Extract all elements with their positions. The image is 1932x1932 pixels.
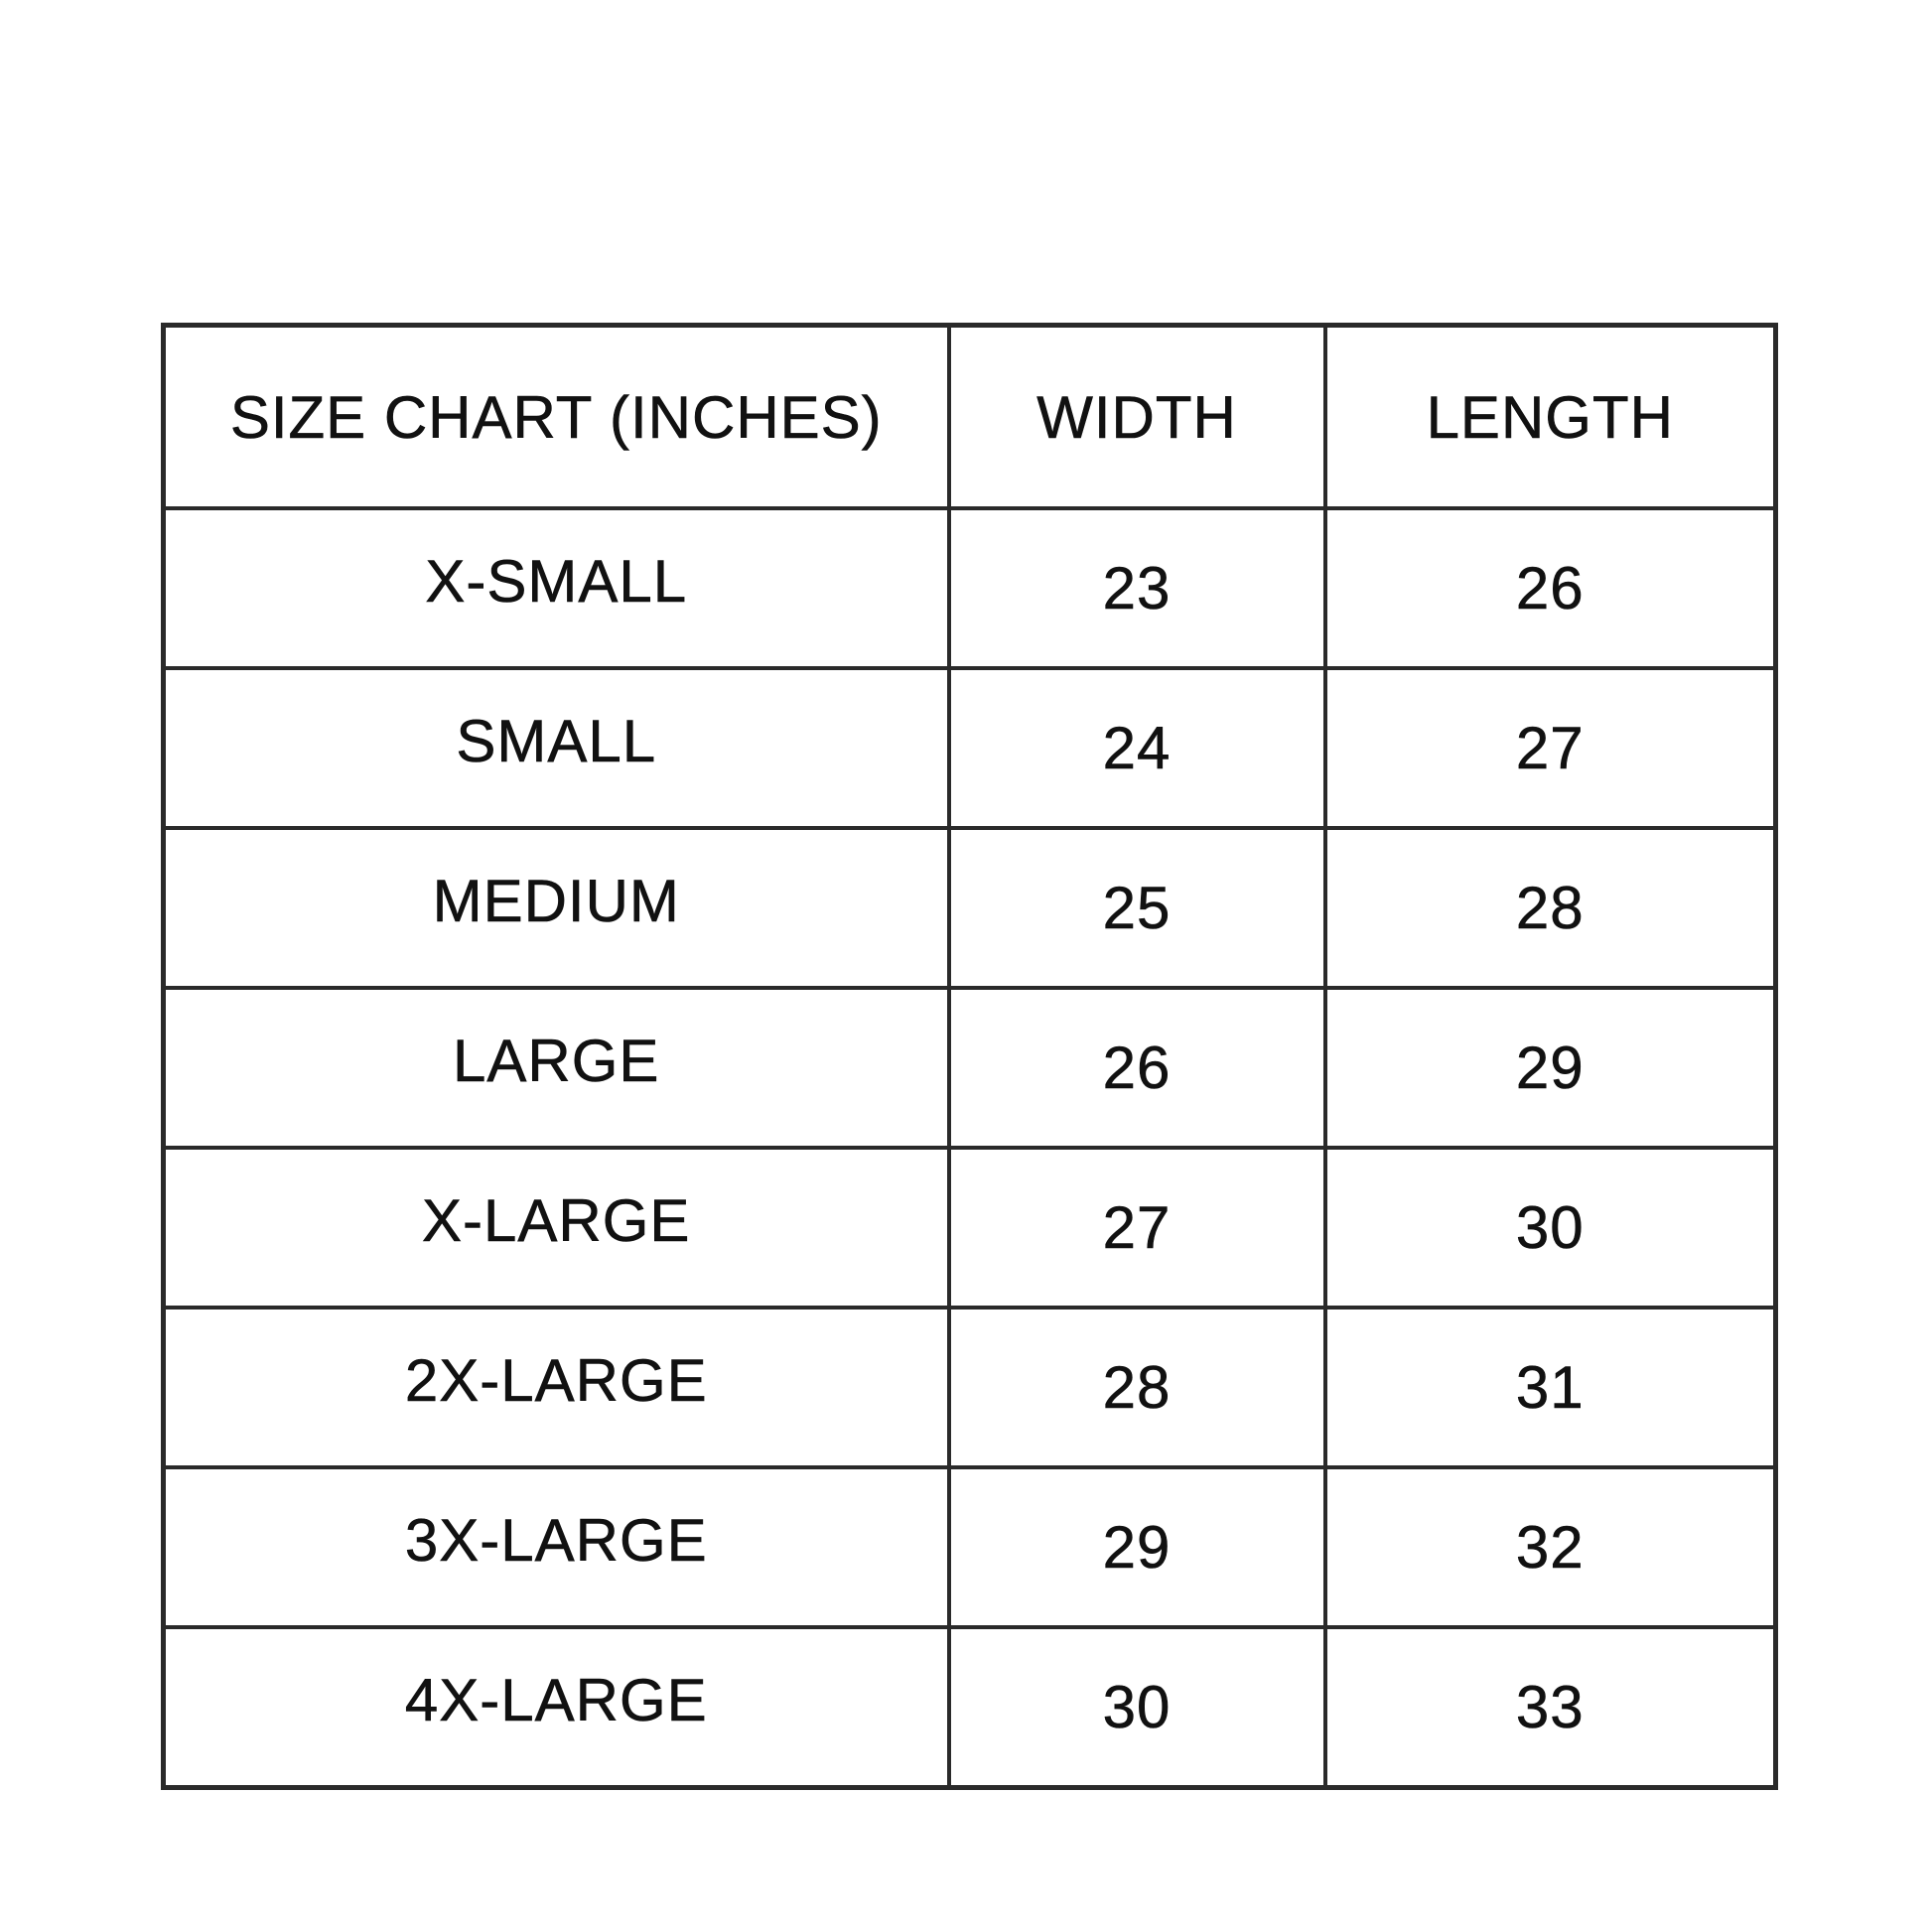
size-cell: X-LARGE — [161, 1146, 951, 1310]
width-cell: 30 — [946, 1625, 1327, 1790]
width-cell: 28 — [946, 1306, 1327, 1469]
width-cell: 24 — [946, 666, 1327, 830]
size-cell: MEDIUM — [161, 826, 951, 990]
header-size-chart: SIZE CHART (INCHES) — [161, 323, 951, 510]
length-cell: 29 — [1322, 986, 1778, 1150]
table-row: 4X-LARGE 30 33 — [161, 1625, 1778, 1790]
size-cell: 4X-LARGE — [161, 1625, 951, 1790]
size-cell: SMALL — [161, 666, 951, 830]
size-cell: 3X-LARGE — [161, 1465, 951, 1629]
length-cell: 32 — [1322, 1465, 1778, 1629]
size-cell: X-SMALL — [161, 506, 951, 670]
header-row: SIZE CHART (INCHES) WIDTH LENGTH — [161, 323, 1778, 510]
size-chart-table: SIZE CHART (INCHES) WIDTH LENGTH X-SMALL… — [161, 323, 1778, 1790]
length-cell: 26 — [1322, 506, 1778, 670]
width-cell: 23 — [946, 506, 1327, 670]
length-cell: 33 — [1322, 1625, 1778, 1790]
table-body: X-SMALL 23 26 SMALL 24 27 MEDIUM 25 28 L… — [161, 506, 1778, 1790]
width-cell: 29 — [946, 1465, 1327, 1629]
width-cell: 26 — [946, 986, 1327, 1150]
width-cell: 25 — [946, 826, 1327, 990]
table-row: X-LARGE 27 30 — [161, 1146, 1778, 1310]
table-row: SMALL 24 27 — [161, 666, 1778, 830]
table-row: LARGE 26 29 — [161, 986, 1778, 1150]
header-length: LENGTH — [1322, 323, 1778, 510]
size-cell: LARGE — [161, 986, 951, 1150]
header-width: WIDTH — [946, 323, 1327, 510]
length-cell: 27 — [1322, 666, 1778, 830]
size-cell: 2X-LARGE — [161, 1306, 951, 1469]
length-cell: 30 — [1322, 1146, 1778, 1310]
table-row: 3X-LARGE 29 32 — [161, 1465, 1778, 1629]
table-row: X-SMALL 23 26 — [161, 506, 1778, 670]
table-row: 2X-LARGE 28 31 — [161, 1306, 1778, 1469]
length-cell: 31 — [1322, 1306, 1778, 1469]
table-row: MEDIUM 25 28 — [161, 826, 1778, 990]
length-cell: 28 — [1322, 826, 1778, 990]
table-header: SIZE CHART (INCHES) WIDTH LENGTH — [161, 323, 1778, 510]
width-cell: 27 — [946, 1146, 1327, 1310]
